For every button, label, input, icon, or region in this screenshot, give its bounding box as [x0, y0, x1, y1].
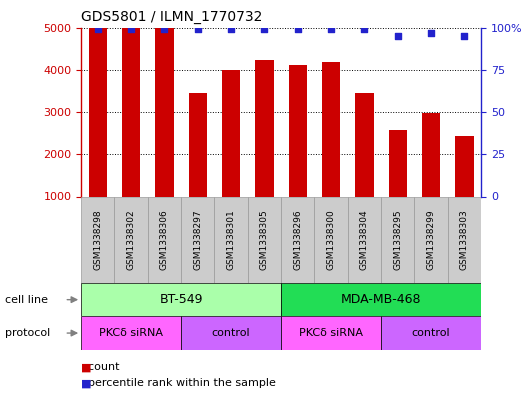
Text: GSM1338295: GSM1338295: [393, 209, 402, 270]
Text: GSM1338305: GSM1338305: [260, 209, 269, 270]
Bar: [281, 196, 314, 283]
Bar: [456, 136, 474, 196]
Bar: [214, 196, 248, 283]
Text: control: control: [412, 328, 450, 338]
Bar: [88, 10, 107, 196]
Point: [194, 26, 202, 32]
Bar: [414, 196, 448, 283]
Bar: [81, 283, 281, 316]
Point: [260, 26, 269, 32]
Text: GSM1338302: GSM1338302: [127, 209, 135, 270]
Point: [360, 26, 369, 32]
Text: percentile rank within the sample: percentile rank within the sample: [81, 378, 276, 388]
Point: [94, 26, 102, 32]
Bar: [81, 316, 181, 350]
Text: GSM1338304: GSM1338304: [360, 209, 369, 270]
Point: [427, 29, 435, 36]
Bar: [189, 93, 207, 196]
Bar: [289, 65, 307, 196]
Point: [160, 26, 168, 32]
Text: GSM1338301: GSM1338301: [226, 209, 235, 270]
Point: [327, 26, 335, 32]
Bar: [422, 113, 440, 196]
Bar: [322, 62, 340, 196]
Bar: [255, 60, 274, 196]
Text: ■: ■: [81, 378, 92, 388]
Text: control: control: [212, 328, 251, 338]
Bar: [389, 130, 407, 196]
Bar: [314, 196, 348, 283]
Text: PKCδ siRNA: PKCδ siRNA: [99, 328, 163, 338]
Text: GSM1338306: GSM1338306: [160, 209, 169, 270]
Bar: [122, 9, 140, 196]
Point: [394, 33, 402, 39]
Text: GDS5801 / ILMN_1770732: GDS5801 / ILMN_1770732: [81, 10, 263, 24]
Bar: [281, 316, 381, 350]
Text: GSM1338303: GSM1338303: [460, 209, 469, 270]
Bar: [281, 283, 481, 316]
Point: [460, 33, 469, 39]
Text: BT-549: BT-549: [160, 293, 203, 306]
Text: protocol: protocol: [5, 328, 51, 338]
Bar: [115, 196, 147, 283]
Bar: [248, 196, 281, 283]
Bar: [181, 316, 281, 350]
Point: [127, 26, 135, 32]
Text: GSM1338296: GSM1338296: [293, 209, 302, 270]
Text: MDA-MB-468: MDA-MB-468: [341, 293, 422, 306]
Bar: [181, 196, 214, 283]
Point: [293, 26, 302, 32]
Text: count: count: [81, 362, 120, 373]
Bar: [222, 70, 240, 196]
Text: GSM1338299: GSM1338299: [427, 209, 436, 270]
Bar: [381, 316, 481, 350]
Text: GSM1338300: GSM1338300: [327, 209, 336, 270]
Bar: [348, 196, 381, 283]
Bar: [381, 196, 414, 283]
Text: GSM1338297: GSM1338297: [194, 209, 202, 270]
Bar: [81, 196, 115, 283]
Point: [227, 26, 235, 32]
Text: GSM1338298: GSM1338298: [93, 209, 102, 270]
Text: ■: ■: [81, 362, 92, 373]
Bar: [147, 196, 181, 283]
Bar: [155, 17, 174, 196]
Bar: [448, 196, 481, 283]
Text: PKCδ siRNA: PKCδ siRNA: [299, 328, 363, 338]
Bar: [355, 93, 373, 196]
Text: cell line: cell line: [5, 295, 48, 305]
